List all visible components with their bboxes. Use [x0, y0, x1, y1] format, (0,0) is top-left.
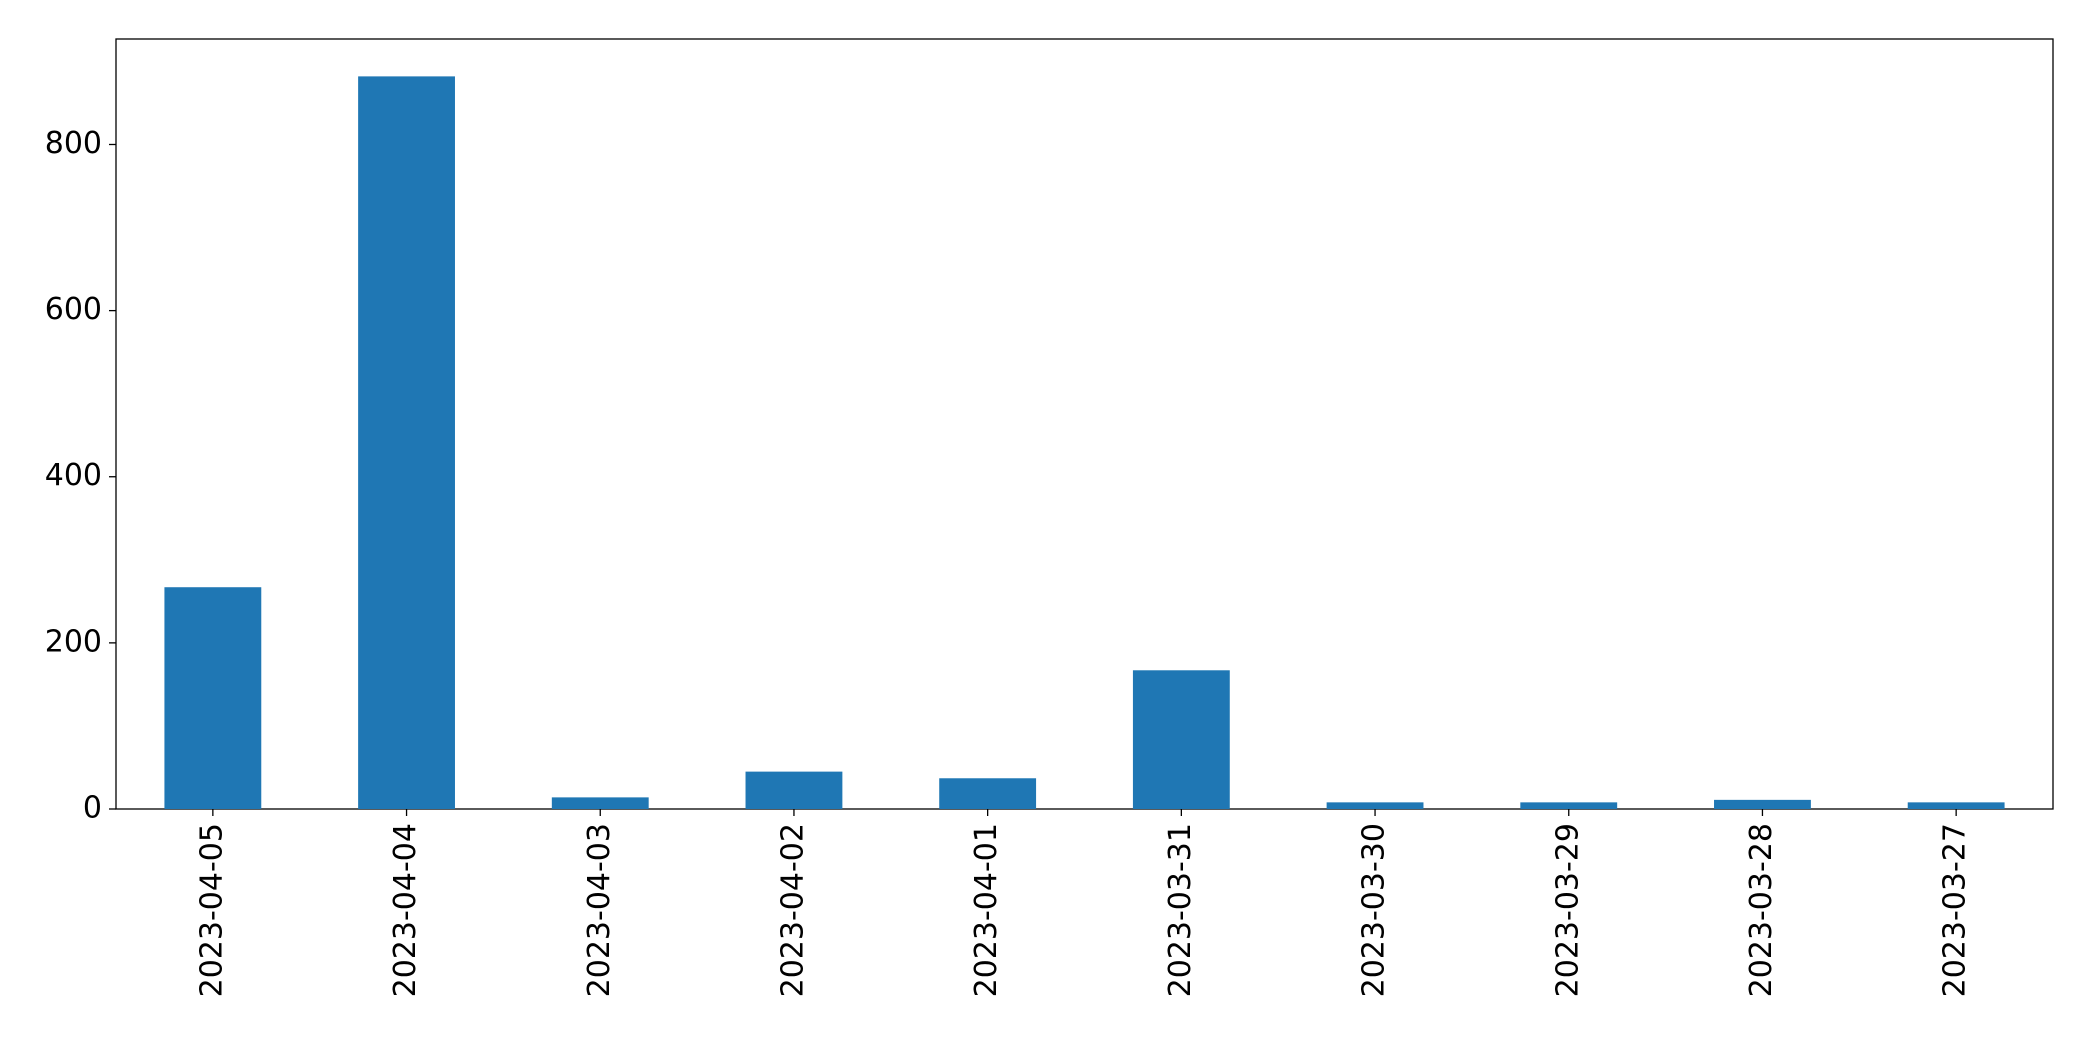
y-tick-label: 400	[45, 458, 102, 493]
x-tick-label: 2023-04-03	[582, 823, 617, 997]
x-tick-label: 2023-04-04	[388, 823, 423, 997]
y-tick-label: 200	[45, 624, 102, 659]
bar	[1326, 802, 1424, 809]
plot-frame	[115, 38, 2054, 810]
x-tick-label: 2023-04-02	[775, 823, 810, 997]
x-tick-label: 2023-03-31	[1163, 823, 1198, 997]
bar	[1714, 799, 1811, 809]
y-tick-label: 0	[83, 791, 102, 826]
bar	[745, 771, 843, 809]
bar	[164, 587, 262, 809]
x-tick-label: 2023-03-29	[1550, 823, 1585, 997]
bar	[1132, 670, 1230, 809]
x-tick-label: 2023-04-01	[969, 823, 1004, 997]
bar	[939, 778, 1037, 809]
y-tick-label: 800	[45, 126, 102, 161]
bar	[551, 797, 649, 809]
bar	[358, 76, 455, 809]
bar	[1907, 802, 2005, 809]
x-tick-label: 2023-04-05	[194, 823, 229, 997]
x-tick-label: 2023-03-30	[1357, 823, 1392, 997]
bar	[1520, 802, 1618, 809]
y-tick-label: 600	[45, 292, 102, 327]
x-tick-label: 2023-03-27	[1938, 823, 1973, 997]
x-tick-label: 2023-03-28	[1744, 823, 1779, 997]
